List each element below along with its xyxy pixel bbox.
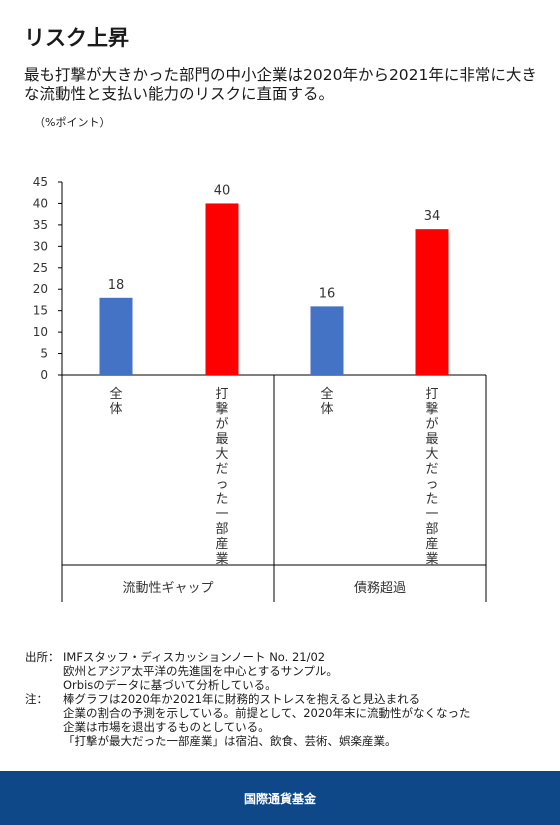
source-line: 欧州とアジア太平洋の先進国を中心とするサンプル。 <box>63 664 338 678</box>
y-tick-label: 25 <box>33 261 48 275</box>
group-label: 流動性ギャップ <box>122 581 213 596</box>
category-label: 打撃が最大だった一部産業 <box>215 387 228 567</box>
note-line: 棒グラフは2020年か2021年に財務的ストレスを抱えると見込まれる <box>63 692 421 706</box>
y-tick-label: 20 <box>33 282 48 296</box>
y-tick-label: 30 <box>33 239 48 253</box>
note-line: 企業は市場を退出するものとしている。 <box>63 720 270 734</box>
y-tick-label: 10 <box>33 325 48 339</box>
bar <box>310 306 344 375</box>
bar <box>99 297 133 375</box>
y-tick-label: 40 <box>33 196 48 210</box>
page-title: リスク上昇 <box>24 26 129 50</box>
group-label: 債務超過 <box>354 581 406 596</box>
source-lines: IMFスタッフ・ディスカッションノート No. 21/02 欧州とアジア太平洋の… <box>63 650 338 692</box>
data-label: 18 <box>108 278 125 293</box>
data-label: 16 <box>319 286 336 301</box>
category-label: 全体 <box>320 386 333 417</box>
footer-bar: 国際通貨基金 <box>0 771 560 825</box>
note-line: 企業の割合の予測を示している。前提として、2020年末に流動性がなくなった <box>63 706 471 720</box>
y-unit-label: （%ポイント） <box>34 116 111 129</box>
bar <box>205 203 239 375</box>
y-tick-label: 35 <box>33 218 48 232</box>
note-label: 注： <box>25 692 48 706</box>
category-label: 打撃が最大だった一部産業 <box>425 387 438 567</box>
page-subtitle: 最も打撃が大きかった部門の中小企業は2020年から2021年に非常に大きな流動性… <box>24 66 537 103</box>
source-line: IMFスタッフ・ディスカッションノート No. 21/02 <box>63 650 326 664</box>
bar <box>415 229 449 375</box>
y-tick-label: 45 <box>33 175 48 189</box>
y-tick-label: 0 <box>40 368 48 382</box>
data-label: 40 <box>214 183 231 198</box>
data-label: 34 <box>424 209 441 224</box>
y-tick-label: 5 <box>40 347 48 361</box>
note-line: 「打撃が最大だった一部産業」は宿泊、飲食、芸術、娯楽産業。 <box>63 734 397 748</box>
note-lines: 棒グラフは2020年か2021年に財務的ストレスを抱えると見込まれる 企業の割合… <box>63 692 471 748</box>
source-line: Orbisのデータに基づいて分析している。 <box>63 678 277 692</box>
y-tick-label: 15 <box>33 304 48 318</box>
footer-org-name: 国際通貨基金 <box>243 791 316 806</box>
bar-chart: 0 5 10 15 20 25 30 35 40 45 18 全体 40 打撃が最大だった一部産業流動性ギ… <box>33 175 487 602</box>
note-block: 注： 棒グラフは2020年か2021年に財務的ストレスを抱えると見込まれる 企業… <box>25 692 545 748</box>
category-label: 全体 <box>109 386 122 417</box>
source-block: 出所： IMFスタッフ・ディスカッションノート No. 21/02 欧州とアジア… <box>25 650 545 692</box>
source-notes: 出所： IMFスタッフ・ディスカッションノート No. 21/02 欧州とアジア… <box>25 650 545 748</box>
source-label: 出所： <box>25 650 60 664</box>
